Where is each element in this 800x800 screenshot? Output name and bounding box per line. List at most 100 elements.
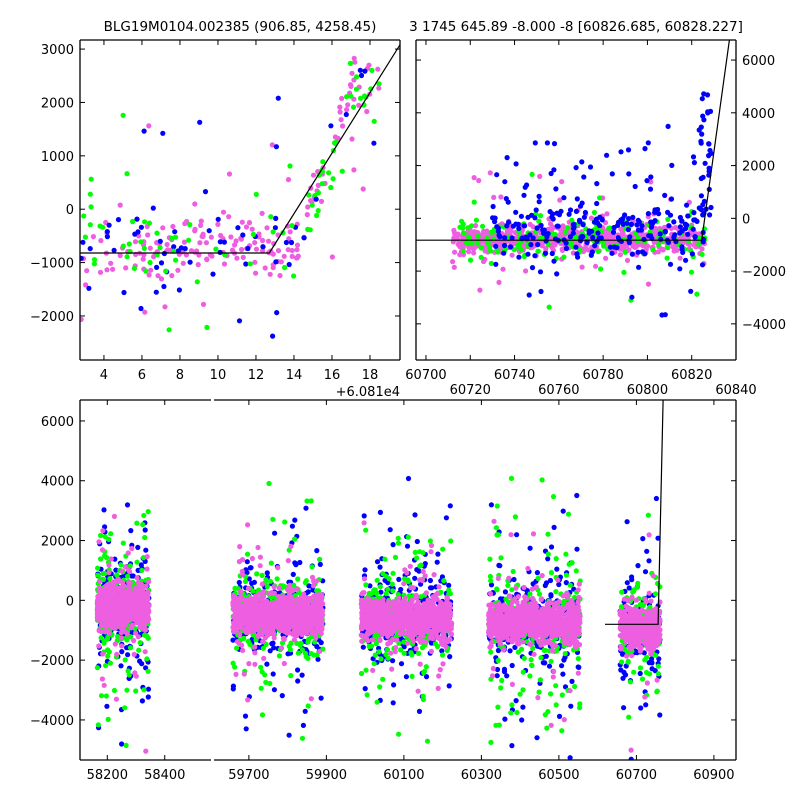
data-point-green [494, 587, 500, 593]
data-point-pink [275, 248, 282, 254]
data-point-pink [221, 261, 228, 267]
timeseries-points [230, 400, 664, 760]
data-point-green [194, 279, 200, 285]
x-tick-label: 4 [100, 368, 108, 383]
data-point-blue [574, 649, 581, 656]
data-point-pink [197, 240, 203, 246]
data-point-blue [197, 119, 203, 125]
data-point-green [254, 571, 260, 577]
zoom-points [416, 40, 730, 318]
data-point-pink [111, 513, 117, 520]
data-point-green [487, 573, 493, 580]
data-point-pink [90, 234, 96, 240]
data-point-green [372, 652, 378, 658]
data-point-blue [546, 663, 553, 669]
data-point-green [511, 247, 517, 253]
data-point-pink [305, 204, 311, 210]
data-point-blue [374, 559, 381, 565]
data-point-blue [274, 310, 280, 316]
data-point-blue [513, 698, 519, 704]
data-point-green [635, 235, 641, 241]
data-point-blue [530, 235, 536, 241]
data-point-blue [534, 225, 540, 231]
data-point-green [508, 475, 515, 481]
data-point-blue [267, 648, 273, 654]
data-point-pink [345, 102, 351, 108]
data-point-pink [498, 194, 504, 200]
data-point-blue [313, 196, 319, 202]
x-tick-label: 60780 [582, 368, 623, 383]
data-point-blue [534, 735, 540, 741]
data-point-green [396, 731, 402, 737]
data-point-green [427, 538, 433, 544]
data-point-blue [496, 562, 502, 569]
data-point-green [101, 640, 107, 646]
data-point-green [353, 74, 360, 80]
data-point-blue [683, 257, 689, 263]
data-point-blue [626, 171, 632, 177]
data-point-pink [375, 66, 381, 72]
data-point-green [461, 230, 467, 236]
data-point-pink [246, 220, 253, 226]
data-point-green [87, 191, 93, 197]
data-point-blue [398, 661, 405, 667]
data-point-green [120, 540, 126, 546]
data-point-pink [215, 221, 221, 227]
data-point-green [103, 663, 109, 669]
data-point-green [414, 555, 420, 561]
data-point-pink [108, 581, 114, 588]
data-point-pink [200, 233, 206, 239]
data-point-green [401, 650, 407, 656]
data-point-green [260, 645, 266, 651]
data-point-blue [646, 558, 652, 564]
data-point-blue [507, 648, 513, 654]
model-line [416, 40, 730, 241]
data-point-blue [554, 271, 560, 277]
data-point-blue [367, 583, 373, 589]
data-point-pink [238, 236, 244, 242]
data-point-green [154, 230, 160, 236]
data-point-green [488, 739, 494, 746]
data-point-green [371, 661, 377, 667]
data-point-pink [129, 605, 135, 611]
data-point-green [553, 702, 559, 708]
data-point-blue [625, 227, 632, 233]
data-point-green [520, 669, 526, 675]
data-point-green [591, 209, 598, 216]
data-point-blue [141, 128, 147, 134]
data-point-pink [192, 228, 198, 234]
data-point-blue [343, 111, 349, 118]
data-point-pink [114, 616, 120, 622]
data-point-green [145, 509, 151, 515]
data-point-blue [543, 580, 550, 586]
data-point-green [364, 692, 370, 698]
data-point-green [347, 60, 353, 66]
data-point-blue [563, 245, 570, 252]
data-point-green [548, 658, 554, 665]
data-point-blue [553, 186, 559, 192]
data-point-blue [554, 223, 560, 229]
data-point-green [137, 640, 143, 646]
data-point-green [266, 480, 272, 487]
x-tick-label: 60800 [627, 383, 668, 398]
data-point-green [291, 273, 297, 279]
data-point-green [621, 269, 627, 275]
data-point-green [172, 234, 179, 240]
data-point-blue [571, 225, 577, 232]
data-point-blue [566, 211, 572, 217]
data-point-green [125, 573, 131, 579]
data-point-green [234, 645, 240, 651]
data-point-pink [118, 630, 124, 636]
data-point-pink [604, 211, 610, 217]
data-point-blue [635, 249, 641, 255]
data-point-green [330, 176, 336, 182]
data-point-pink [347, 82, 354, 88]
data-point-blue [512, 644, 518, 651]
data-point-pink [204, 257, 210, 263]
data-point-blue [111, 247, 117, 253]
data-point-blue [80, 255, 84, 261]
data-point-blue [132, 231, 138, 237]
data-point-pink [105, 622, 111, 628]
data-point-green [259, 572, 265, 579]
data-point-blue [361, 513, 367, 519]
